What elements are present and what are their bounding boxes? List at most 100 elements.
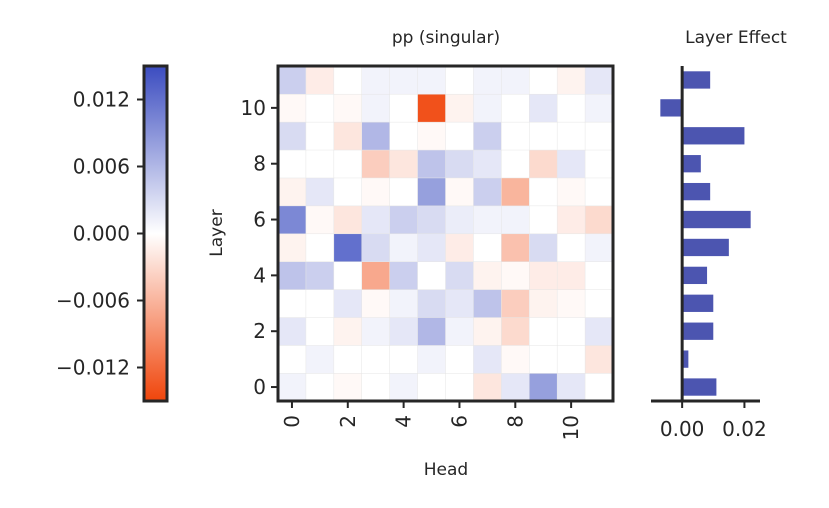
heatmap-cell: [584, 233, 614, 262]
heatmap-cell: [417, 317, 447, 346]
heatmap-cell: [501, 177, 530, 207]
heatmap-cell: [361, 177, 391, 207]
heatmap-cell: [445, 121, 474, 151]
layer-effect-bar: [682, 210, 751, 229]
heatmap-cell: [473, 289, 502, 318]
colorbar-tick-label: 0.000: [73, 222, 130, 246]
heatmap-cell: [305, 149, 335, 179]
heatmap-cell: [556, 233, 586, 262]
heatmap-cell: [501, 121, 530, 151]
layer-effect-bar: [682, 71, 711, 89]
heatmap-cell: [361, 149, 391, 179]
heatmap-cell: [305, 372, 335, 402]
heatmap-cell: [501, 289, 530, 318]
heatmap-cell: [417, 93, 447, 123]
x-tick-label: 2: [336, 415, 360, 428]
y-tick-label: 10: [241, 96, 266, 120]
heatmap-cell: [529, 372, 558, 402]
layer-effect-bar: [682, 322, 714, 340]
bars: [660, 71, 751, 396]
heatmap-cell: [556, 205, 586, 235]
heatmap-cell: [473, 149, 502, 179]
layer-effect-bar: [682, 266, 708, 285]
heatmap-cell: [277, 65, 307, 95]
heatmap-cell: [277, 317, 307, 346]
heatmap-cell: [277, 344, 307, 374]
heatmap-cell: [277, 121, 307, 151]
heatmap-cell: [305, 317, 335, 346]
heatmap-cell: [417, 177, 447, 207]
heatmap-cell: [473, 205, 502, 235]
heatmap-cell: [473, 65, 502, 95]
heatmap-cell: [417, 121, 447, 151]
layer-effect-bar: [682, 127, 745, 145]
heatmap-cell: [473, 177, 502, 207]
heatmap-cell: [556, 317, 586, 346]
heatmap-cell: [333, 233, 363, 262]
x-tick-label: 0: [280, 415, 304, 428]
colorbar-tick-label: 0.012: [73, 88, 130, 112]
layer-effect-bar: [682, 238, 729, 257]
heatmap-cell: [417, 372, 447, 402]
heatmap-cell: [556, 344, 586, 374]
heatmap-cell: [305, 344, 335, 374]
heatmap-cell: [529, 121, 558, 151]
heatmap-title: pp (singular): [392, 28, 500, 48]
heatmap-cell: [417, 261, 447, 290]
heatmap-cell: [333, 344, 363, 374]
heatmap-cell: [529, 149, 558, 179]
heatmap-cell: [389, 261, 419, 290]
heatmap-cell: [473, 372, 502, 402]
heatmap-cell: [277, 289, 307, 318]
heatmap-cell: [473, 317, 502, 346]
heatmap-cell: [305, 121, 335, 151]
heatmap-cell: [305, 93, 335, 123]
heatmap-cell: [361, 121, 391, 151]
heatmap-cell: [361, 65, 391, 95]
heatmap-cell: [529, 261, 558, 290]
y-tick-label: 2: [253, 319, 266, 343]
heatmap-cell: [473, 344, 502, 374]
heatmap-cell: [305, 233, 335, 262]
heatmap-cell: [305, 289, 335, 318]
heatmap-cell: [445, 65, 474, 95]
heatmap-cell: [501, 205, 530, 235]
heatmap-cell: [361, 233, 391, 262]
heatmap-cell: [584, 317, 614, 346]
heatmap-cell: [417, 233, 447, 262]
heatmap-cell: [333, 372, 363, 402]
heatmap-cell: [584, 205, 614, 235]
x-tick-label: 6: [447, 415, 471, 428]
layer-effect-bar: [660, 99, 683, 117]
heatmap-cells: [277, 65, 614, 402]
heatmap-cell: [277, 205, 307, 235]
heatmap-cell: [305, 65, 335, 95]
heatmap-cell: [584, 149, 614, 179]
layer-effect-bar: [682, 378, 717, 396]
heatmap-cell: [417, 344, 447, 374]
heatmap-cell: [584, 177, 614, 207]
heatmap-cell: [584, 65, 614, 95]
heatmap-cell: [277, 372, 307, 402]
heatmap-cell: [277, 233, 307, 262]
layer-effect-bar: [682, 294, 714, 312]
colorbar-gradient: [142, 64, 169, 403]
heatmap-cell: [361, 289, 391, 318]
heatmap-cell: [277, 177, 307, 207]
layer-effect-bar: [682, 155, 701, 173]
heatmap-cell: [361, 205, 391, 235]
heatmap-cell: [529, 93, 558, 123]
heatmap-cell: [389, 177, 419, 207]
heatmap-cell: [389, 121, 419, 151]
x-tick-label: 8: [503, 415, 527, 428]
heatmap-cell: [277, 261, 307, 290]
heatmap-cell: [361, 372, 391, 402]
heatmap-cell: [556, 289, 586, 318]
heatmap-cell: [333, 205, 363, 235]
heatmap-cell: [501, 372, 530, 402]
heatmap-cell: [417, 205, 447, 235]
heatmap-cell: [529, 317, 558, 346]
heatmap-cell: [277, 149, 307, 179]
heatmap-cell: [333, 93, 363, 123]
